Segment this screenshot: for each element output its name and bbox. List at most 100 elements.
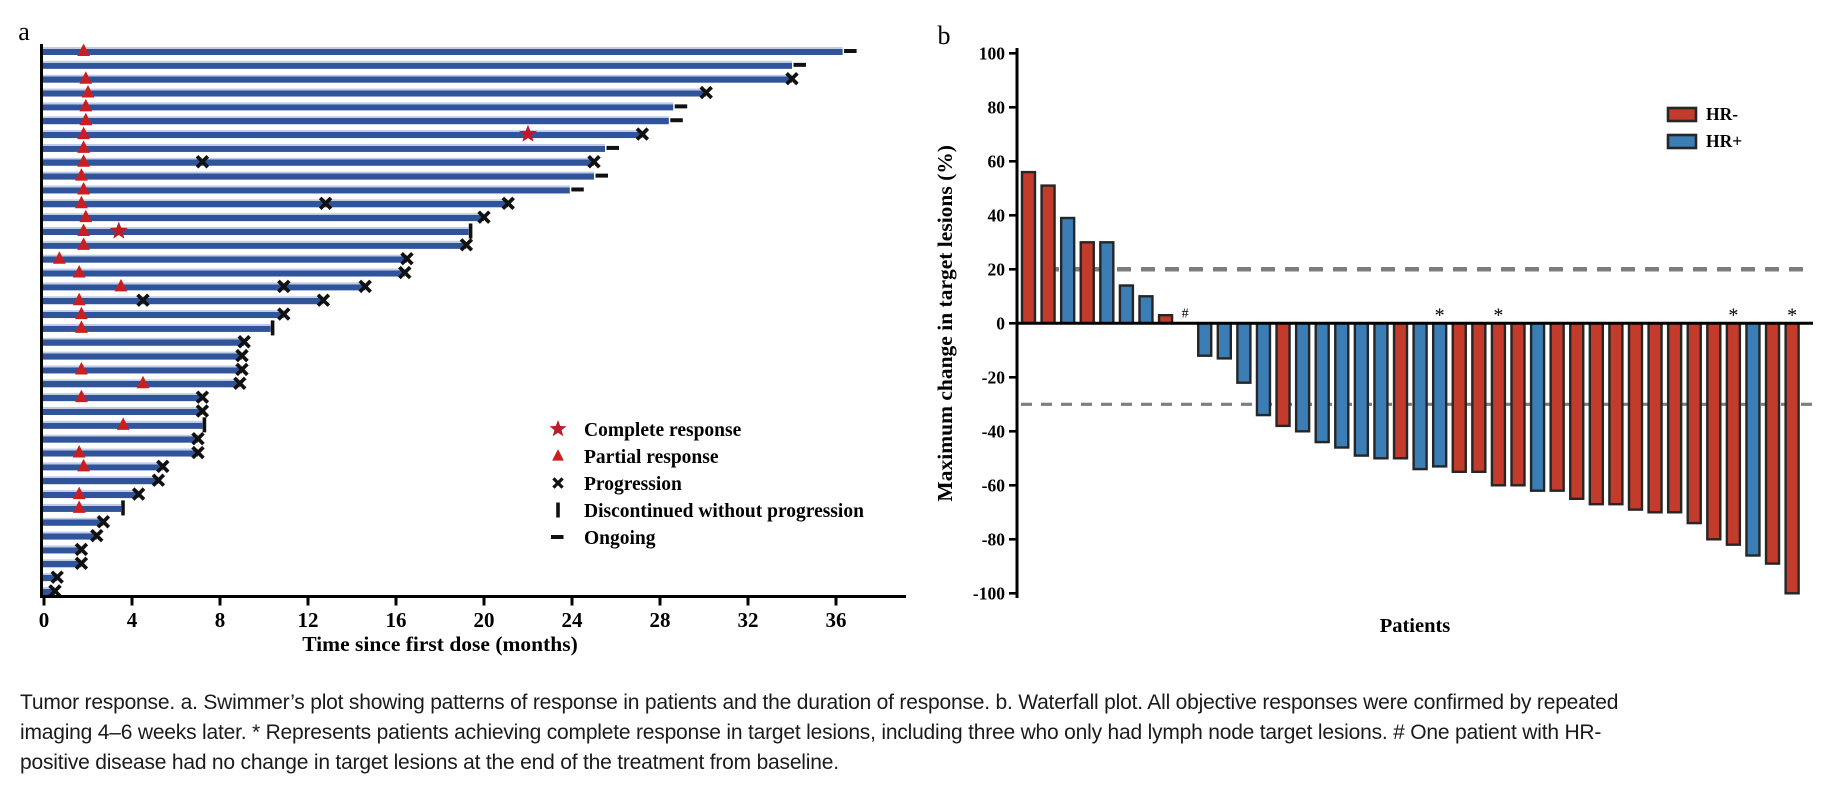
bar-annotation: * [1787, 304, 1797, 326]
progression-x-icon [195, 404, 210, 418]
partial-response-triangle-icon [75, 168, 88, 181]
swimmer-row [41, 361, 249, 377]
partial-response-triangle-icon [75, 389, 88, 403]
complete-response-star-icon [518, 124, 538, 142]
x-stroke [195, 390, 210, 404]
x-stroke [74, 556, 89, 571]
waterfall-bar [1745, 322, 1761, 557]
swimmer-bar [41, 116, 669, 125]
x-tick-label: 4 [127, 608, 138, 632]
discontinued-bar-icon [556, 502, 560, 518]
progression-x-icon [191, 445, 205, 460]
waterfall-bar [1275, 322, 1291, 428]
waterfall-bar [1040, 184, 1056, 325]
waterfall-bar [1099, 241, 1115, 325]
swimmer-bar [41, 143, 605, 152]
swimmer-bar [41, 351, 242, 360]
swimmer-bar [41, 296, 324, 305]
swimmer-bar [41, 88, 707, 97]
swimmer-row [41, 458, 170, 474]
ongoing-dash-icon [606, 145, 619, 150]
ongoing-dash-icon [595, 173, 608, 178]
swimmer-row [41, 389, 210, 404]
x-stroke [277, 279, 291, 294]
swimmer-bar [41, 406, 203, 415]
y-tick-label: 100 [979, 43, 1006, 63]
swimmer-row [41, 542, 89, 557]
x-tick-label: 16 [386, 608, 407, 632]
progression-x-icon [90, 528, 104, 543]
swimmer-row [41, 320, 275, 336]
partial-response-triangle-icon [77, 458, 90, 472]
x-stroke [90, 528, 104, 543]
progression-x-icon [151, 473, 166, 487]
waterfall-bar [1725, 322, 1742, 546]
partial-response-triangle-icon [114, 278, 128, 292]
legend-item: HR- [1666, 104, 1738, 124]
x-stroke [459, 238, 474, 252]
progression-x-icon [131, 487, 146, 501]
x-stroke [552, 477, 564, 489]
waterfall-bar [1529, 322, 1546, 492]
swimmer-bar [41, 130, 643, 139]
swimmer-bar [41, 476, 159, 485]
waterfall-bar [1373, 322, 1389, 460]
swimmer-row [41, 112, 683, 126]
progression-x-icon [74, 542, 89, 557]
swimmer-bar [41, 337, 245, 346]
swimmer-bar [41, 434, 198, 443]
swimmer-bar [41, 586, 55, 595]
partial-response-triangle-icon [72, 292, 86, 306]
waterfall-x-axis-title: Patients [1380, 615, 1451, 637]
swimmer-row [41, 584, 62, 598]
partial-response-triangle-icon [75, 195, 88, 209]
swimmer-bar [41, 559, 82, 568]
swimmer-bar [41, 393, 203, 402]
waterfall-bar [1549, 322, 1565, 492]
waterfall-bar [1118, 284, 1135, 325]
bar-annotation: # [1182, 306, 1189, 321]
swimmer-row [41, 404, 210, 418]
waterfall-bar [1627, 322, 1644, 511]
x-tick-label: 32 [738, 608, 759, 632]
progression-x-icon [48, 584, 62, 598]
swimmer-bar [41, 268, 405, 277]
progression-x-icon [136, 293, 150, 307]
swimmer-row [41, 515, 111, 529]
progression-x-icon [277, 307, 291, 321]
x-stroke [699, 85, 713, 100]
waterfall-plot: b # * * * * 100 80 60 40 20 0 -20 -40 -60 -80 -100 Maximu… [933, 21, 1813, 637]
bar-annotation: * [1728, 304, 1738, 326]
waterfall-bar [1764, 322, 1781, 565]
swimmer-row [41, 431, 205, 446]
legend-swatch [1666, 133, 1698, 150]
waterfall-bar [1666, 322, 1683, 514]
x-stroke [477, 210, 491, 224]
bar-annotation: * [1435, 304, 1445, 326]
swimmer-row [41, 85, 713, 100]
x-stroke [131, 487, 146, 501]
discontinued-bar-icon [468, 223, 473, 239]
x-stroke [400, 251, 414, 266]
progression-x-icon [316, 293, 331, 307]
waterfall-bar [1334, 322, 1350, 449]
legend-item: Progression [552, 474, 682, 495]
complete-response-star-icon [549, 420, 567, 437]
y-tick-label: 20 [988, 259, 1006, 279]
progression-x-icon [96, 515, 111, 529]
waterfall-bar [1020, 170, 1037, 325]
waterfall-bar [1294, 322, 1311, 433]
swimmer-bar [41, 102, 674, 111]
x-stroke [151, 473, 166, 487]
partial-response-triangle-icon [77, 126, 90, 140]
x-stroke [156, 459, 170, 474]
waterfall-bar [1706, 322, 1722, 541]
swimmer-legend: Complete response Partial response Progres… [549, 420, 864, 549]
legend-swatch [1666, 106, 1698, 123]
waterfall-bar [1314, 322, 1330, 444]
swimmer-bar [41, 531, 97, 540]
x-tick-label: 24 [562, 608, 584, 632]
x-stroke [195, 404, 210, 418]
figure-caption: Tumor response. a. Swimmer’s plot showin… [20, 691, 1619, 775]
legend-label: Complete response [584, 420, 742, 441]
